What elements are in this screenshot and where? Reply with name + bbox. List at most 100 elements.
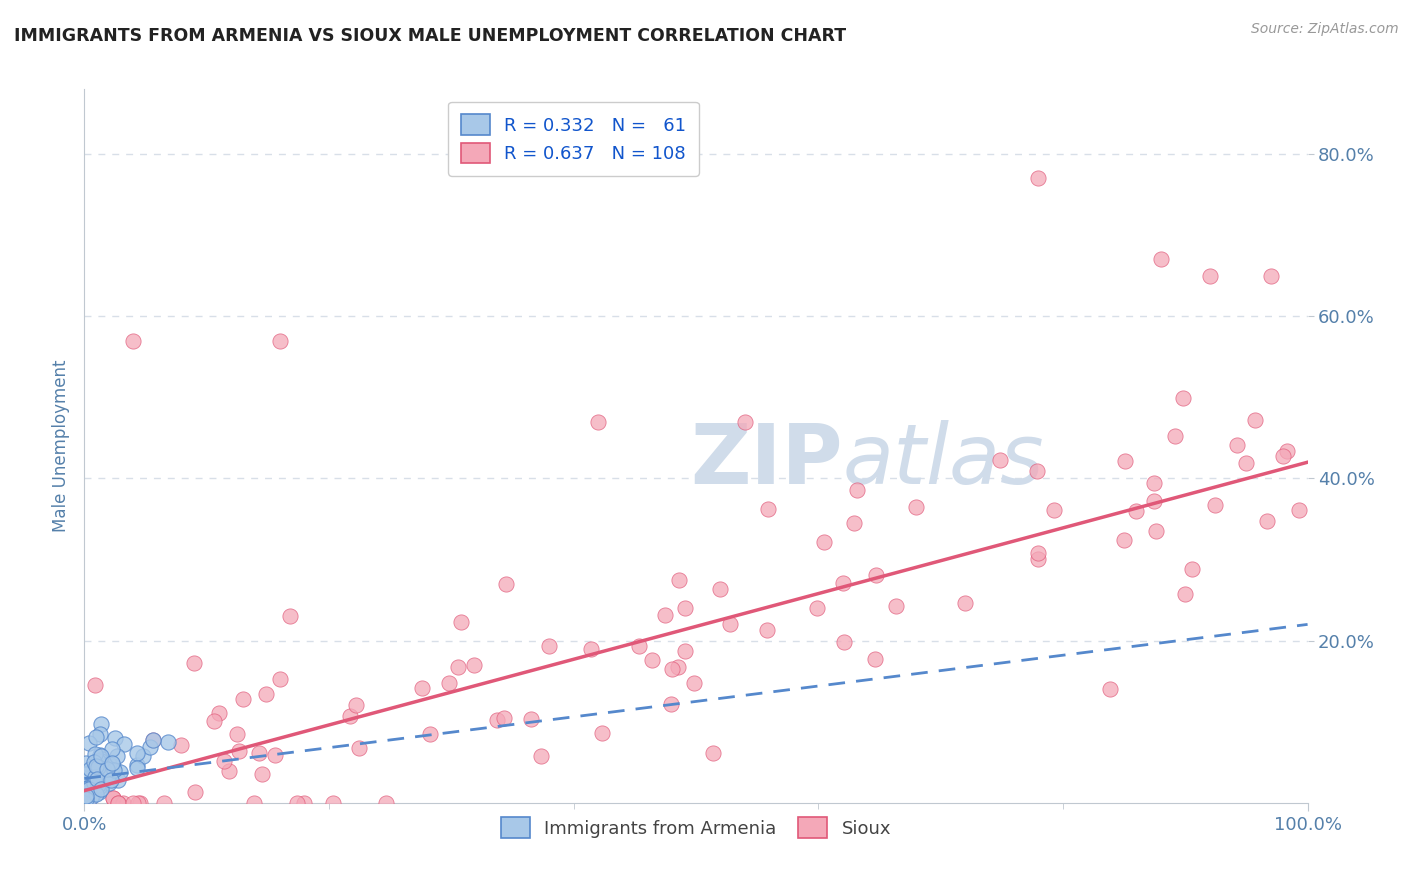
Point — [1099, 681, 1122, 696]
Text: Source: ZipAtlas.com: Source: ZipAtlas.com — [1251, 22, 1399, 37]
Point — [1150, 252, 1173, 267]
Point — [105, 748, 128, 763]
Point — [86, 787, 108, 801]
Point — [495, 576, 517, 591]
Point — [520, 712, 543, 726]
Point — [1026, 464, 1049, 478]
Point — [666, 660, 689, 674]
Point — [84, 776, 107, 790]
Point — [80, 778, 103, 792]
Point — [83, 747, 105, 761]
Point — [846, 483, 869, 497]
Point — [1174, 587, 1197, 601]
Point — [1114, 454, 1136, 468]
Point — [86, 772, 108, 786]
Point — [702, 746, 724, 760]
Point — [1144, 524, 1167, 539]
Point — [125, 761, 148, 775]
Point — [79, 736, 101, 750]
Point — [98, 776, 121, 790]
Point — [84, 731, 107, 745]
Point — [755, 623, 778, 637]
Point — [87, 780, 110, 794]
Point — [90, 755, 112, 769]
Point — [83, 776, 105, 790]
Text: atlas: atlas — [842, 420, 1045, 500]
Point — [344, 698, 367, 713]
Point — [89, 785, 111, 799]
Point — [1125, 504, 1147, 518]
Point — [673, 601, 696, 615]
Point — [89, 727, 111, 741]
Point — [90, 752, 112, 766]
Point — [82, 787, 104, 801]
Point — [659, 697, 682, 711]
Point — [93, 772, 115, 786]
Point — [884, 599, 907, 614]
Point — [76, 789, 98, 803]
Point — [1204, 498, 1226, 512]
Point — [77, 796, 100, 810]
Text: ZIP: ZIP — [690, 420, 842, 500]
Point — [463, 657, 485, 672]
Point — [226, 727, 249, 741]
Point — [103, 764, 125, 778]
Point — [709, 582, 731, 596]
Point — [232, 691, 254, 706]
Point — [76, 781, 98, 796]
Point — [905, 500, 928, 515]
Point — [292, 796, 315, 810]
Point — [1028, 546, 1050, 560]
Point — [269, 673, 291, 687]
Point — [411, 681, 433, 696]
Point — [437, 676, 460, 690]
Point — [813, 534, 835, 549]
Point — [75, 767, 97, 781]
Point — [247, 747, 270, 761]
Point — [627, 639, 650, 653]
Point — [183, 656, 205, 670]
Point — [100, 756, 122, 770]
Point — [1260, 268, 1282, 283]
Point — [127, 757, 149, 772]
Point — [183, 785, 205, 799]
Point — [96, 762, 118, 776]
Point — [1275, 443, 1298, 458]
Point — [654, 608, 676, 623]
Point — [1181, 561, 1204, 575]
Point — [1028, 171, 1050, 186]
Point — [1143, 494, 1166, 508]
Point — [100, 773, 122, 788]
Point — [806, 601, 828, 615]
Point — [1173, 391, 1195, 405]
Point — [97, 769, 120, 783]
Point — [104, 731, 127, 746]
Point — [1163, 429, 1185, 443]
Point — [1256, 514, 1278, 528]
Point — [122, 334, 145, 348]
Point — [108, 764, 131, 779]
Point — [252, 766, 274, 780]
Point — [80, 789, 103, 804]
Point — [129, 796, 152, 810]
Point — [84, 759, 107, 773]
Point — [218, 764, 240, 778]
Point — [842, 516, 865, 531]
Point — [91, 762, 114, 776]
Point — [101, 791, 124, 805]
Point — [89, 748, 111, 763]
Point — [127, 746, 149, 760]
Point — [269, 334, 291, 348]
Y-axis label: Male Unemployment: Male Unemployment — [52, 359, 70, 533]
Point — [640, 653, 662, 667]
Point — [734, 415, 756, 429]
Point — [1143, 476, 1166, 491]
Point — [579, 642, 602, 657]
Point — [419, 727, 441, 741]
Point — [77, 781, 100, 796]
Text: IMMIGRANTS FROM ARMENIA VS SIOUX MALE UNEMPLOYMENT CORRELATION CHART: IMMIGRANTS FROM ARMENIA VS SIOUX MALE UN… — [14, 27, 846, 45]
Point — [208, 706, 231, 720]
Point — [285, 796, 308, 810]
Point — [84, 678, 107, 692]
Point — [157, 734, 180, 748]
